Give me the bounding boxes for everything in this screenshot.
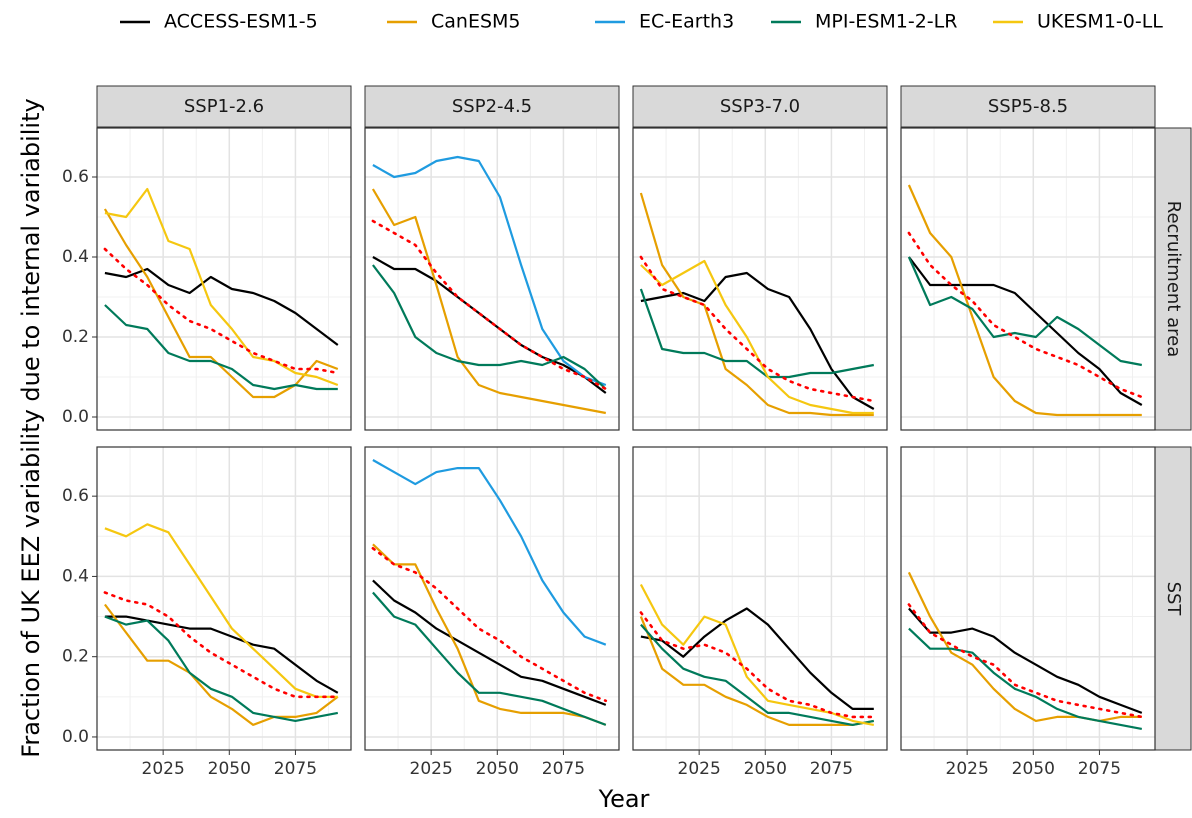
x-axis-label: Year: [598, 785, 650, 813]
series-line: [104, 615, 339, 694]
series-line: [104, 603, 339, 726]
y-axis-label: Fraction of UK EEZ variability due to in…: [17, 98, 45, 757]
panel: [97, 128, 351, 430]
column-label: SSP5-8.5: [988, 96, 1068, 117]
series-line: [104, 187, 339, 387]
panel-border: [364, 446, 620, 751]
column-label: SSP3-7.0: [720, 96, 800, 117]
series-line: [372, 256, 607, 394]
x-tick-label: 2075: [810, 759, 853, 779]
legend-label: CanESM5: [431, 11, 521, 33]
legend-label: EC-Earth3: [639, 11, 734, 33]
y-tick-label: 0.2: [62, 327, 89, 347]
x-tick-label: 2025: [678, 759, 721, 779]
series-line: [372, 543, 607, 726]
strip: [1154, 127, 1192, 431]
column-label: SSP1-2.6: [184, 96, 264, 117]
x-tick-label: 2050: [744, 759, 787, 779]
series-line: [104, 615, 339, 722]
series-line: [372, 579, 607, 706]
row-label: SST: [1163, 582, 1184, 617]
mean-line: [639, 611, 876, 719]
panel: [97, 447, 351, 750]
panel: [365, 128, 619, 430]
series-line: [372, 264, 607, 390]
series-line: [907, 184, 1142, 417]
x-tick-label: 2025: [946, 759, 989, 779]
legend-label: MPI-ESM1-2-LR: [815, 11, 957, 33]
series-line: [104, 523, 338, 698]
mean-line: [371, 219, 608, 391]
mean-line: [103, 247, 340, 375]
series-line: [908, 627, 1143, 730]
series-line: [908, 607, 1143, 714]
column-label: SSP2-4.5: [452, 96, 532, 117]
x-tick-label: 2050: [1012, 759, 1055, 779]
series-line: [640, 259, 874, 415]
panel: [633, 447, 887, 750]
mean-line: [103, 591, 340, 699]
series-line: [907, 256, 1143, 367]
panel-border: [364, 127, 620, 431]
panel: [633, 128, 887, 430]
strip: [632, 85, 888, 128]
x-tick-label: 2025: [410, 759, 453, 779]
panel: [901, 128, 1155, 430]
series-line: [639, 583, 875, 726]
strip: [1154, 446, 1192, 751]
series-line: [372, 459, 607, 646]
series-line: [640, 271, 875, 410]
x-tick-label: 2075: [542, 759, 585, 779]
legend-label: UKESM1-0-LL: [1037, 11, 1163, 33]
strip: [364, 85, 620, 128]
series-line: [104, 304, 338, 391]
series-line: [639, 288, 875, 379]
y-tick-label: 0.6: [62, 167, 89, 187]
mean-line: [371, 547, 608, 703]
mean-line: [639, 255, 876, 403]
series-line: [372, 155, 607, 387]
series-line: [639, 616, 875, 726]
panel-border: [900, 127, 1156, 431]
panel-border: [96, 446, 352, 751]
panel: [365, 447, 619, 750]
mean-line: [907, 603, 1144, 719]
series-line: [371, 188, 607, 415]
series-line: [639, 192, 874, 417]
strip: [900, 85, 1156, 128]
x-tick-label: 2075: [274, 759, 317, 779]
series-line: [372, 591, 607, 726]
y-tick-label: 0.2: [62, 647, 89, 667]
series-line: [640, 607, 874, 710]
x-tick-label: 2050: [476, 759, 519, 779]
mean-line: [907, 231, 1144, 399]
x-tick-label: 2025: [142, 759, 185, 779]
x-tick-label: 2050: [208, 759, 251, 779]
y-tick-label: 0.4: [62, 247, 89, 267]
strip: [96, 85, 352, 128]
series-line: [908, 256, 1143, 406]
panel: [901, 447, 1155, 750]
y-tick-label: 0.0: [62, 727, 89, 747]
y-tick-label: 0.6: [62, 486, 89, 506]
series-line: [103, 208, 339, 399]
y-tick-label: 0.4: [62, 566, 89, 586]
series-line: [640, 623, 875, 726]
legend-label: ACCESS-ESM1-5: [164, 11, 318, 33]
series-line: [907, 571, 1142, 722]
panel-border: [632, 127, 888, 431]
y-tick-label: 0.0: [62, 407, 89, 427]
x-tick-label: 2075: [1078, 759, 1121, 779]
panel-border: [96, 127, 352, 431]
panel-border: [632, 446, 888, 751]
panel-border: [900, 446, 1156, 751]
row-label: Recruitment area: [1163, 201, 1184, 357]
